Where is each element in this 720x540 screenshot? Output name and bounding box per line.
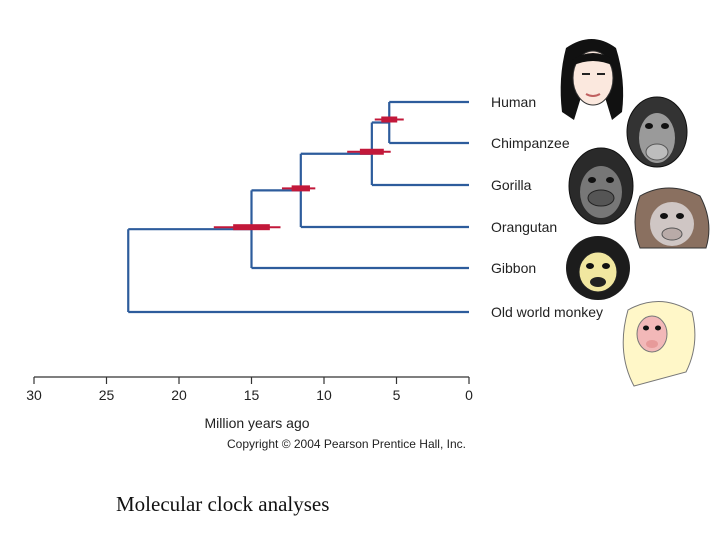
copyright-notice: Copyright © 2004 Pearson Prentice Hall, … <box>227 437 466 451</box>
axis-tick-label-0: 0 <box>465 387 473 403</box>
interval-box-node-3 <box>291 185 310 192</box>
human-face-icon <box>560 39 624 120</box>
taxon-label-orangutan: Orangutan <box>491 219 557 235</box>
taxon-labels: Human Chimpanzee Gorilla Orangutan Gibbon Old… <box>491 94 603 320</box>
axis-tick-label-15: 15 <box>244 387 260 403</box>
taxon-label-old-world-monkey: Old world monkey <box>491 304 603 320</box>
taxon-label-gorilla: Gorilla <box>491 177 532 193</box>
tree-branches <box>127 100 469 314</box>
gorilla-face-icon <box>568 147 634 225</box>
taxon-label-human: Human <box>491 94 536 110</box>
confidence-intervals <box>213 116 404 231</box>
axis-tick-label-10: 10 <box>316 387 332 403</box>
interval-box-node-2 <box>359 148 384 155</box>
axis-tick-label-5: 5 <box>393 387 401 403</box>
macaque-face-icon <box>622 301 696 387</box>
taxon-label-gibbon: Gibbon <box>491 260 536 276</box>
axis-tick-label-20: 20 <box>171 387 187 403</box>
taxon-label-chimpanzee: Chimpanzee <box>491 135 570 151</box>
interval-box-node-4 <box>233 224 270 231</box>
axis-tick-label-30: 30 <box>26 387 42 403</box>
orangutan-face-icon <box>634 187 710 249</box>
interval-box-node-1 <box>381 116 398 123</box>
axis-title: Million years ago <box>204 415 309 431</box>
axis-tick-label-25: 25 <box>99 387 115 403</box>
time-axis: 30 25 20 15 10 5 0 <box>26 376 473 403</box>
chimpanzee-face-icon <box>626 96 688 168</box>
primate-illustrations <box>560 39 710 387</box>
slide-caption: Molecular clock analyses <box>116 492 330 516</box>
gibbon-face-icon <box>566 236 630 300</box>
